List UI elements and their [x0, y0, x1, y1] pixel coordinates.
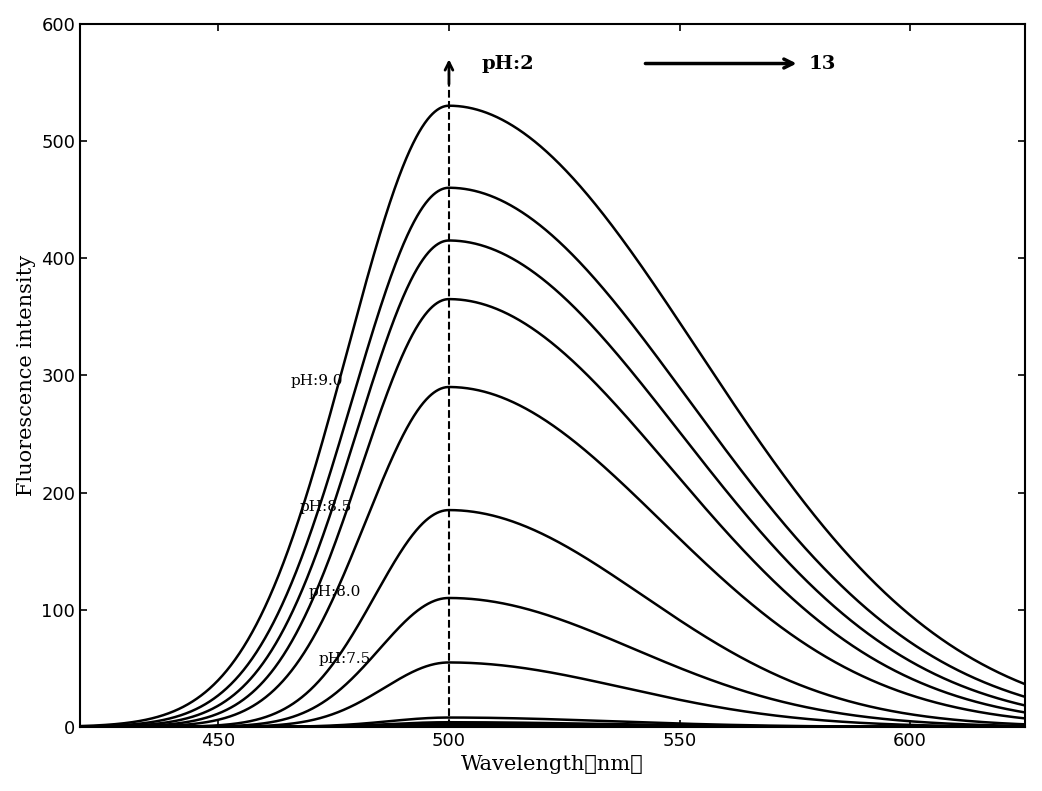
Text: pH:9.0: pH:9.0: [291, 374, 343, 388]
Text: pH:8.0: pH:8.0: [309, 585, 362, 599]
Text: pH:7.5: pH:7.5: [318, 652, 371, 666]
Text: pH:2: pH:2: [481, 55, 534, 73]
Text: pH:8.5: pH:8.5: [300, 500, 352, 513]
Text: 13: 13: [809, 55, 836, 73]
Y-axis label: Fluorescence intensity: Fluorescence intensity: [17, 255, 35, 496]
X-axis label: Wavelength（nm）: Wavelength（nm）: [462, 755, 644, 774]
